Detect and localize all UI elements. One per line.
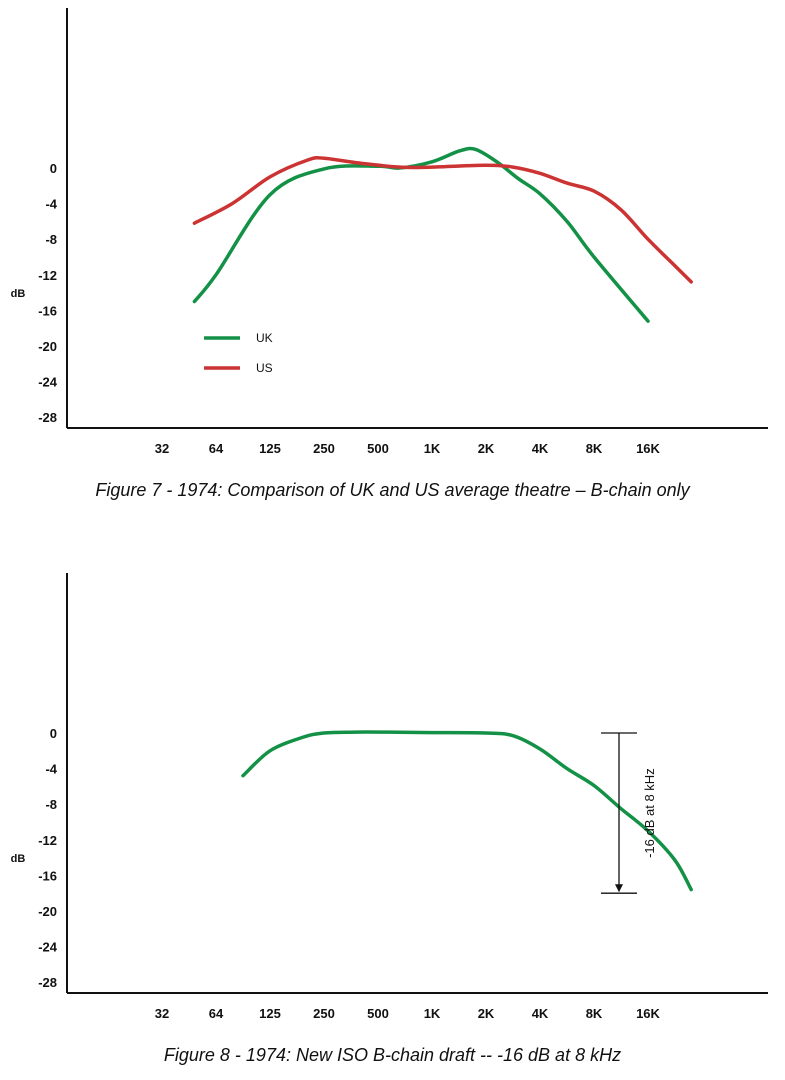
- figure-8-caption: Figure 8 - 1974: New ISO B-chain draft -…: [163, 1045, 622, 1065]
- x-tick-label: 125: [259, 441, 281, 456]
- x-tick-label: 500: [367, 1006, 389, 1021]
- x-tick-label: 4K: [532, 1006, 549, 1021]
- y-tick-label: -20: [38, 904, 57, 919]
- y-tick-label: -28: [38, 975, 57, 990]
- y-tick-label: -4: [45, 762, 57, 777]
- y-tick-label: -24: [38, 375, 58, 390]
- x-tick-label: 64: [209, 1006, 224, 1021]
- y-axis-label: dB: [11, 853, 26, 865]
- x-tick-label: 64: [209, 441, 224, 456]
- y-tick-label: -4: [45, 197, 57, 212]
- figure-7-chart: 0 -4 -8 -12 -16 -20 -24 -28 dB 32 64 125 250 500 1K 2K 4…: [11, 8, 768, 456]
- y-tick-label: -16: [38, 303, 57, 318]
- x-tick-label: 1K: [424, 1006, 441, 1021]
- y-tick-label: -16: [38, 868, 57, 883]
- figure-7-caption: Figure 7 - 1974: Comparison of UK and US…: [95, 480, 690, 500]
- x-tick-label: 32: [155, 1006, 169, 1021]
- annotation-label: -16 dB at 8 kHz: [642, 768, 657, 858]
- y-tick-label: 0: [50, 726, 57, 741]
- x-tick-label: 16K: [636, 441, 660, 456]
- x-tick-label: 8K: [586, 1006, 603, 1021]
- x-tick-label: 32: [155, 441, 169, 456]
- x-tick-label: 2K: [478, 441, 495, 456]
- y-tick-label: -24: [38, 940, 58, 955]
- series-line-us: [192, 156, 693, 284]
- x-tick-label: 2K: [478, 1006, 495, 1021]
- y-tick-label: -12: [38, 833, 57, 848]
- y-tick-label: -12: [38, 268, 57, 283]
- series-line-uk: [192, 146, 650, 323]
- x-tick-label: 250: [313, 1006, 335, 1021]
- y-tick-label: -8: [45, 232, 57, 247]
- y-tick-label: 0: [50, 161, 57, 176]
- legend-label-uk: UK: [256, 331, 273, 345]
- y-tick-label: -28: [38, 410, 57, 425]
- annotation-arrowhead: [615, 884, 623, 893]
- x-tick-label: 4K: [532, 441, 549, 456]
- x-tick-label: 500: [367, 441, 389, 456]
- y-tick-label: -20: [38, 339, 57, 354]
- x-tick-label: 16K: [636, 1006, 660, 1021]
- figure-8-chart: 0 -4 -8 -12 -16 -20 -24 -28 dB 32 64 125 250 500 1K 2K 4…: [11, 573, 768, 1021]
- legend-label-us: US: [256, 361, 273, 375]
- x-tick-label: 1K: [424, 441, 441, 456]
- x-tick-label: 125: [259, 1006, 281, 1021]
- y-axis-label: dB: [11, 288, 26, 300]
- x-tick-label: 250: [313, 441, 335, 456]
- series-line-iso-b-chain-draft: [241, 730, 693, 892]
- x-tick-label: 8K: [586, 441, 603, 456]
- y-tick-label: -8: [45, 797, 57, 812]
